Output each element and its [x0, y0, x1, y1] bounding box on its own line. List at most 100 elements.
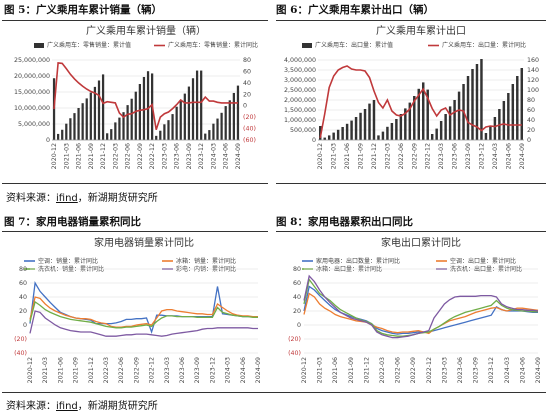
bar: [183, 93, 186, 140]
bar: [457, 91, 461, 140]
y-tick-label: 3,500,000: [284, 67, 316, 74]
bar: [507, 93, 510, 140]
x-tick-label: 2021-09: [358, 143, 365, 169]
y-tick-label: (20): [14, 336, 27, 343]
bar: [224, 106, 227, 140]
y-tick-label: 20: [19, 308, 27, 315]
bar: [195, 70, 199, 140]
bar: [422, 82, 425, 140]
bar: [520, 68, 523, 140]
x-tick-label: 2022-12: [425, 143, 432, 169]
source-link[interactable]: ifind: [56, 193, 78, 204]
bar: [511, 84, 515, 140]
x-tick-label: 2021-06: [344, 143, 351, 169]
x-tick-label: 2023-06: [457, 357, 464, 383]
x-tick-label: 2023-03: [164, 357, 171, 383]
x-tick-label: 2023-09: [186, 143, 193, 169]
series-line: [29, 300, 258, 329]
y-tick-label: 20: [527, 127, 535, 134]
source-prefix: 资料来源：: [6, 401, 56, 412]
y-tick-label: 1,500,000: [284, 107, 316, 114]
chart-title: 家电出口累计同比: [381, 236, 461, 249]
series-line: [29, 281, 258, 335]
x-tick-label: 2022-03: [379, 357, 386, 383]
x-tick-label: 2022-09: [411, 143, 418, 169]
y-tick-label: 5,000,000: [18, 121, 50, 128]
x-tick-label: 2022-06: [398, 143, 405, 169]
y-tick-label: 0: [527, 137, 531, 144]
y-tick-label: (60): [243, 137, 256, 144]
y-tick-label: 80: [243, 57, 251, 64]
bar: [413, 96, 416, 140]
y-tick-label: 25,000,000: [14, 57, 50, 64]
series-line: [29, 310, 258, 337]
bar: [228, 100, 231, 140]
x-tick-label: 2021-09: [88, 143, 95, 169]
bar: [354, 117, 358, 140]
bar: [167, 120, 170, 140]
bar: [191, 78, 195, 140]
x-tick-label: 2024-06: [519, 357, 526, 383]
bar: [336, 129, 340, 140]
x-tick-label: 2023-09: [465, 143, 472, 169]
title-rule: [276, 20, 546, 21]
x-tick-label: 2023-12: [209, 357, 216, 383]
bar: [118, 117, 121, 140]
legend-swatch-bar: [34, 43, 44, 48]
legend-label: 广义乘用车：出口量：累计同比: [442, 41, 526, 49]
x-tick-label: 2023-09: [473, 357, 480, 383]
bar: [435, 128, 438, 140]
bar: [232, 92, 235, 140]
bar: [212, 123, 215, 140]
y-tick-label: 500,000: [290, 127, 316, 134]
legend-label: 广义乘用车：出口量：累计值: [315, 41, 393, 49]
y-tick-label: 0: [243, 103, 247, 110]
bar: [126, 105, 129, 140]
x-tick-label: 2021-12: [371, 143, 378, 169]
bar: [426, 89, 429, 140]
x-tick-label: 2022-03: [384, 143, 391, 169]
x-tick-label: 2023-12: [478, 143, 485, 169]
x-tick-label: 2021-12: [363, 357, 370, 383]
bar: [448, 106, 452, 140]
x-tick-label: 2020-12: [27, 357, 34, 383]
legend-swatch-bar: [302, 43, 312, 48]
legend-label: 广义乘用车：零售销量：累计值: [47, 41, 131, 49]
x-tick-label: 2023-12: [488, 357, 495, 383]
bar: [466, 76, 470, 140]
x-tick-label: 2021-12: [88, 357, 95, 383]
legend-label: 冰箱：销量：累计同比: [176, 257, 236, 265]
x-tick-label: 2022-09: [410, 357, 417, 383]
x-tick-label: 2024-09: [535, 357, 542, 383]
bar: [386, 126, 389, 140]
bar: [57, 133, 60, 140]
y-tick-label: 40: [293, 294, 301, 301]
y-tick-label: 80: [19, 266, 27, 273]
source-link[interactable]: ifind: [56, 401, 78, 412]
bar: [81, 103, 84, 140]
y-tick-label: (40): [14, 350, 27, 357]
y-tick-label: 40: [243, 80, 251, 87]
bar: [130, 98, 133, 140]
y-tick-label: 20,000,000: [14, 73, 50, 80]
x-tick-label: 2022-09: [133, 357, 140, 383]
y-tick-label: 60: [293, 280, 301, 287]
bar: [404, 108, 407, 140]
x-tick-label: 2022-12: [149, 143, 156, 169]
x-tick-label: 2022-09: [137, 143, 144, 169]
bar: [323, 137, 326, 140]
y-tick-label: 120: [527, 77, 539, 84]
series-line: [29, 296, 258, 328]
x-tick-label: 2021-09: [348, 357, 355, 383]
x-tick-label: 2024-09: [255, 357, 262, 383]
x-tick-label: 2021-06: [57, 357, 64, 383]
x-tick-label: 2022-06: [118, 357, 125, 383]
y-tick-label: 0: [23, 322, 27, 329]
bar: [187, 86, 191, 140]
x-tick-label: 2021-06: [332, 357, 339, 383]
bar: [61, 129, 64, 140]
figure-title-5: 图 5：广义乘用车累计销量（辆）: [4, 4, 162, 16]
bar: [493, 117, 497, 140]
x-tick-label: 2024-03: [225, 357, 232, 383]
y-tick-label: 2,500,000: [284, 87, 316, 94]
